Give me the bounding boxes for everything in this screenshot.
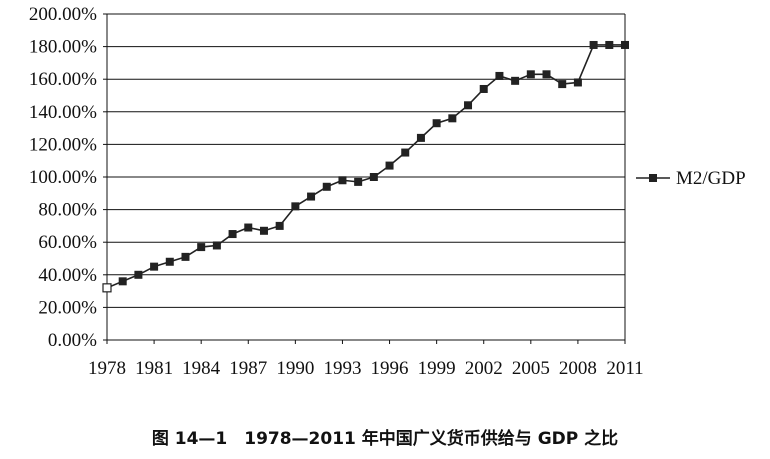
data-point [401,148,410,157]
data-point [322,182,331,191]
legend-label: M2/GDP [676,168,746,189]
x-tick-label: 2002 [465,358,503,379]
data-point [369,173,378,181]
y-tick-labels: 0.00% 20.00% 40.00% 60.00% 80.00% 100.00% 120.… [29,4,97,351]
y-tick-label: 60.00% [38,232,97,253]
data-point [448,114,457,123]
data-point [150,262,159,271]
y-tick-label: 40.00% [38,265,97,286]
data-point [291,202,300,211]
data-point [526,70,535,79]
y-tick-label: 80.00% [38,200,97,221]
data-point [558,80,567,89]
data-point [307,192,316,201]
x-tick-label: 1981 [135,358,173,379]
x-tick-label: 1978 [88,358,126,379]
data-point [605,40,614,49]
data-point [102,283,112,293]
x-tick-label: 1999 [418,358,456,379]
data-point [181,252,190,261]
x-tick-label: 1996 [371,358,409,379]
series-line [106,44,625,289]
data-point [432,119,441,128]
data-point [495,71,504,80]
data-point [511,76,520,85]
data-point [385,161,394,170]
data-point [354,177,363,186]
data-point [464,101,473,110]
x-tick-label: 1990 [276,358,314,379]
y-tick-label: 120.00% [29,134,97,155]
axes [103,13,626,344]
gridlines [107,13,625,308]
x-tick-labels: 1978 1981 1984 1987 1990 1993 1996 1999 2002 2005… [88,358,644,379]
y-tick-label: 160.00% [29,69,97,90]
data-point [244,223,253,232]
x-tick-label: 2005 [512,358,550,379]
data-point [259,226,268,235]
data-point [338,176,347,185]
y-tick-label: 0.00% [48,330,97,351]
data-point [589,40,598,49]
legend: M2/GDP [636,168,746,189]
x-tick-label: 2011 [606,358,643,379]
y-tick-label: 140.00% [29,102,97,123]
data-point [197,243,206,252]
x-tick-label: 2008 [559,358,597,379]
data-point [479,84,488,93]
data-point [134,270,143,279]
data-point [212,241,221,250]
data-point [275,221,284,230]
data-point [228,230,237,239]
data-point [165,257,174,266]
y-tick-label: 200.00% [29,4,97,25]
data-point [621,40,629,49]
data-point [542,70,551,79]
data-point [573,78,582,87]
y-tick-label: 180.00% [29,37,97,58]
series-layer [102,40,629,293]
x-tick-label: 1987 [229,358,267,379]
legend-marker [649,174,657,182]
x-tick-label: 1993 [323,358,361,379]
y-tick-label: 20.00% [38,297,97,318]
data-point [416,133,425,142]
y-tick-label: 100.00% [29,167,97,188]
data-point [118,277,127,286]
line-chart: 0.00% 20.00% 40.00% 60.00% 80.00% 100.00% 120.… [29,4,746,379]
figure-caption: 图 14—1 1978—2011 年中国广义货币供给与 GDP 之比 [151,429,619,449]
x-tick-label: 1984 [182,358,221,379]
